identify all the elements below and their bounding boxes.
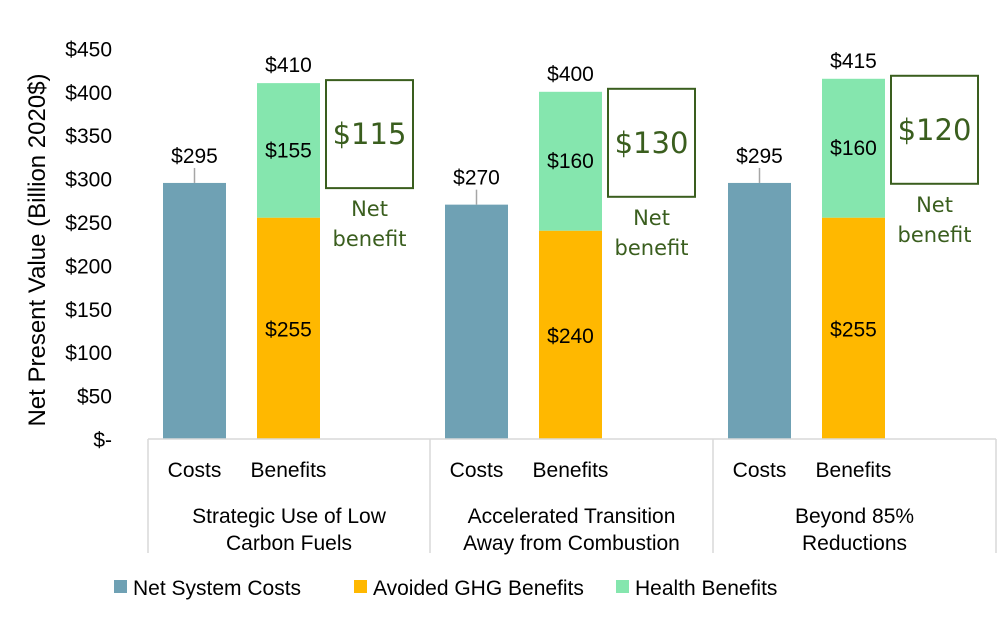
legend-swatch bbox=[616, 580, 629, 593]
health-bar-segment bbox=[539, 91, 602, 231]
y-tick-label: $100 bbox=[65, 342, 112, 365]
y-tick-label: $450 bbox=[65, 38, 112, 61]
x-label-costs: Costs bbox=[450, 459, 504, 482]
y-tick-label: $400 bbox=[65, 82, 112, 105]
y-tick-label: $- bbox=[93, 429, 112, 452]
net-benefit-caption: benefit bbox=[615, 236, 689, 260]
benefit-total-label: $415 bbox=[830, 50, 877, 73]
cost-value-label: $295 bbox=[171, 145, 218, 168]
ghg-bar-segment bbox=[539, 230, 602, 439]
ghg-value-label: $240 bbox=[547, 325, 594, 348]
y-tick-label: $50 bbox=[77, 386, 112, 409]
health-bar-segment bbox=[822, 78, 885, 218]
cost-value-label: $270 bbox=[453, 167, 500, 190]
net-benefit-value: $120 bbox=[898, 113, 972, 147]
net-benefit-caption: Net bbox=[916, 193, 953, 217]
ghg-value-label: $255 bbox=[265, 318, 312, 341]
benefit-total-label: $410 bbox=[265, 54, 312, 77]
net-benefit-caption: benefit bbox=[898, 223, 972, 247]
group-name-label: Strategic Use of Low bbox=[192, 505, 387, 528]
net-benefit-caption: Net bbox=[633, 206, 670, 230]
y-tick-label: $200 bbox=[65, 255, 112, 278]
group-name-label: Reductions bbox=[802, 532, 907, 555]
x-label-costs: Costs bbox=[168, 459, 222, 482]
ghg-bar-segment bbox=[257, 217, 320, 439]
legend-label: Health Benefits bbox=[635, 577, 777, 600]
cost-bar bbox=[163, 182, 226, 439]
legend-swatch bbox=[354, 580, 367, 593]
y-axis-title: Net Present Value (Billion 2020$) bbox=[24, 73, 51, 426]
cost-bar bbox=[445, 204, 508, 439]
net-benefit-caption: Net bbox=[351, 197, 388, 221]
cost-value-label: $295 bbox=[736, 145, 783, 168]
net-benefit-box bbox=[325, 79, 414, 190]
net-benefit-box bbox=[607, 87, 696, 198]
health-value-label: $160 bbox=[547, 150, 594, 173]
cost-bar bbox=[728, 182, 791, 439]
legend-swatch bbox=[114, 580, 127, 593]
ghg-value-label: $255 bbox=[830, 318, 877, 341]
health-bar-segment bbox=[257, 83, 320, 218]
x-label-benefits: Benefits bbox=[251, 459, 327, 482]
net-benefit-value: $115 bbox=[333, 117, 407, 151]
legend-label: Net System Costs bbox=[133, 577, 301, 600]
group-name-label: Carbon Fuels bbox=[226, 532, 352, 555]
legend-label: Avoided GHG Benefits bbox=[373, 577, 584, 600]
net-benefit-value: $130 bbox=[615, 126, 689, 160]
group-name-label: Away from Combustion bbox=[463, 532, 680, 555]
x-label-benefits: Benefits bbox=[533, 459, 609, 482]
y-tick-label: $150 bbox=[65, 299, 112, 322]
group-name-label: Beyond 85% bbox=[795, 505, 914, 528]
net-benefit-box bbox=[890, 74, 979, 185]
benefit-total-label: $400 bbox=[547, 63, 594, 86]
y-tick-label: $300 bbox=[65, 169, 112, 192]
group-name-label: Accelerated Transition bbox=[468, 505, 676, 528]
y-tick-label: $350 bbox=[65, 125, 112, 148]
y-tick-label: $250 bbox=[65, 212, 112, 235]
health-value-label: $155 bbox=[265, 139, 312, 162]
net-benefit-caption: benefit bbox=[333, 227, 407, 251]
ghg-bar-segment bbox=[822, 217, 885, 439]
x-label-benefits: Benefits bbox=[816, 459, 892, 482]
health-value-label: $160 bbox=[830, 137, 877, 160]
x-label-costs: Costs bbox=[733, 459, 787, 482]
